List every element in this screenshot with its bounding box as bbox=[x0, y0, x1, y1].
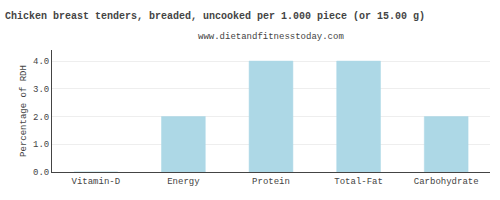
svg-text:1.0: 1.0 bbox=[33, 140, 49, 150]
svg-text:Chicken breast tenders, breade: Chicken breast tenders, breaded, uncooke… bbox=[5, 11, 425, 22]
svg-text:2.0: 2.0 bbox=[33, 113, 49, 123]
svg-text:4.0: 4.0 bbox=[33, 57, 49, 67]
svg-text:0.0: 0.0 bbox=[33, 168, 49, 178]
svg-text:Vitamin-D: Vitamin-D bbox=[71, 177, 120, 187]
svg-text:Protein: Protein bbox=[252, 177, 290, 187]
svg-text:3.0: 3.0 bbox=[33, 85, 49, 95]
svg-text:Percentage of RDH: Percentage of RDH bbox=[19, 65, 29, 157]
svg-text:Carbohydrate: Carbohydrate bbox=[414, 177, 479, 187]
svg-text:Total-Fat: Total-Fat bbox=[334, 177, 383, 187]
svg-text:www.dietandfitnesstoday.com: www.dietandfitnesstoday.com bbox=[198, 32, 344, 42]
svg-text:Energy: Energy bbox=[167, 177, 200, 187]
